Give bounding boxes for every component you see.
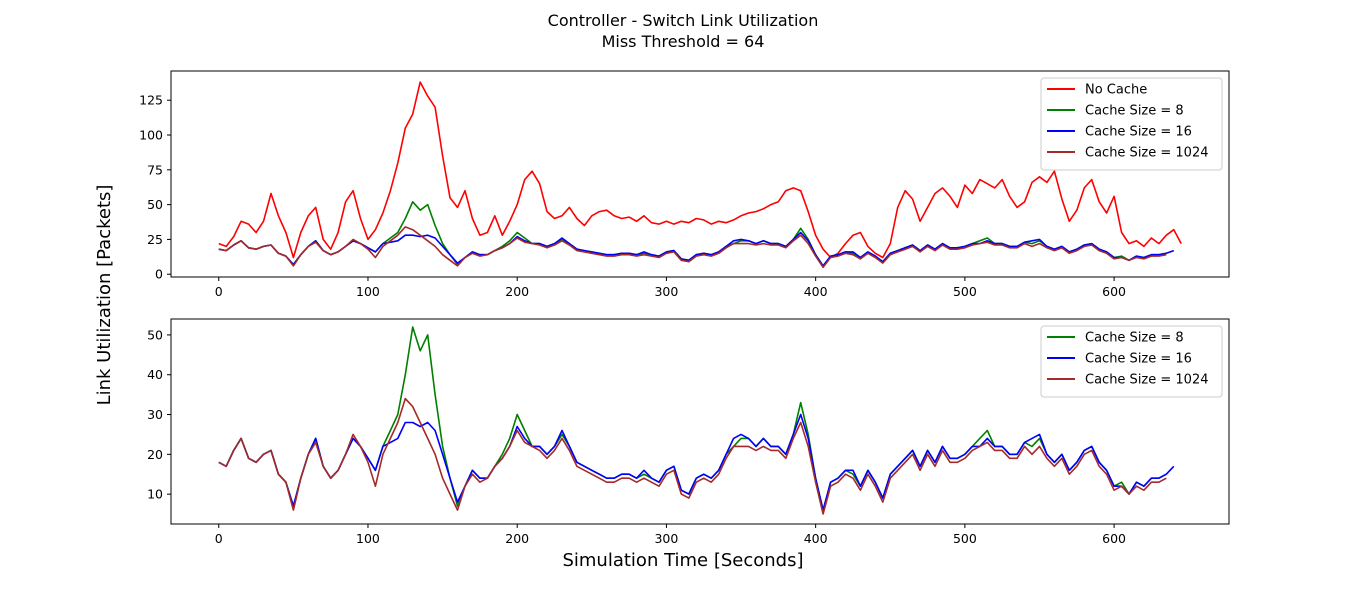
y-tick-label: 30	[147, 407, 163, 422]
y-tick-label: 75	[147, 162, 163, 177]
x-tick-label: 100	[356, 531, 380, 546]
y-tick-label: 125	[139, 93, 163, 108]
y-tick-label: 40	[147, 367, 163, 382]
series-line-0-1	[218, 201, 1167, 267]
x-axis-label: Simulation Time [Seconds]	[562, 550, 803, 571]
series-line-0-0	[218, 81, 1182, 259]
chart-title-line1: Controller - Switch Link Utilization	[548, 11, 819, 30]
x-tick-label: 400	[804, 284, 828, 299]
y-tick-label: 50	[147, 197, 163, 212]
x-tick-label: 600	[1102, 531, 1126, 546]
panel-bottom: 0 100 200 300 400 500 600 10 20 30 40 50 Cache Size …	[147, 318, 1230, 546]
axes-frame	[170, 70, 1230, 278]
legend: Cache Size = 8 Cache Size = 16 Cache Size …	[1040, 325, 1223, 398]
series-line-1-0	[218, 326, 1167, 511]
x-tick-label: 0	[215, 284, 223, 299]
chart-title-line2: Miss Threshold = 64	[602, 32, 765, 51]
y-tick-label: 100	[139, 128, 163, 143]
x-tick-label: 200	[505, 531, 529, 546]
y-tick-label: 0	[155, 267, 163, 282]
legend-label: Cache Size = 1024	[1085, 146, 1209, 161]
series-line-1-2	[218, 397, 1167, 515]
legend-label: Cache Size = 1024	[1085, 373, 1209, 388]
legend-label: No Cache	[1085, 83, 1147, 98]
legend-label: Cache Size = 16	[1085, 125, 1192, 140]
legend-label: Cache Size = 16	[1085, 352, 1192, 367]
series-line-1-1	[218, 413, 1175, 511]
x-tick-label: 300	[654, 531, 678, 546]
y-tick-label: 25	[147, 232, 163, 247]
x-tick-label: 0	[215, 531, 223, 546]
panel-top: 0 100 200 300 400 500 600 0 25 50 75 100 125 No Cache…	[139, 70, 1230, 299]
x-tick-label: 600	[1102, 284, 1126, 299]
legend-box	[1040, 325, 1223, 398]
axes-frame	[170, 318, 1230, 525]
legend-box	[1040, 77, 1223, 171]
x-tick-label: 100	[356, 284, 380, 299]
legend: No Cache Cache Size = 8 Cache Size = 16 Cac…	[1040, 77, 1223, 171]
series-line-0-3	[218, 226, 1167, 269]
x-tick-label: 300	[654, 284, 678, 299]
legend-label: Cache Size = 8	[1085, 331, 1184, 346]
y-tick-label: 20	[147, 447, 163, 462]
x-tick-label: 400	[804, 531, 828, 546]
x-tick-label: 500	[953, 531, 977, 546]
y-tick-label: 50	[147, 327, 163, 342]
x-tick-label: 500	[953, 284, 977, 299]
y-tick-label: 10	[147, 487, 163, 502]
legend-label: Cache Size = 8	[1085, 104, 1184, 119]
y-axis-label: Link Utilization [Packets]	[94, 185, 115, 406]
series-line-0-2	[218, 231, 1175, 267]
x-tick-label: 200	[505, 284, 529, 299]
